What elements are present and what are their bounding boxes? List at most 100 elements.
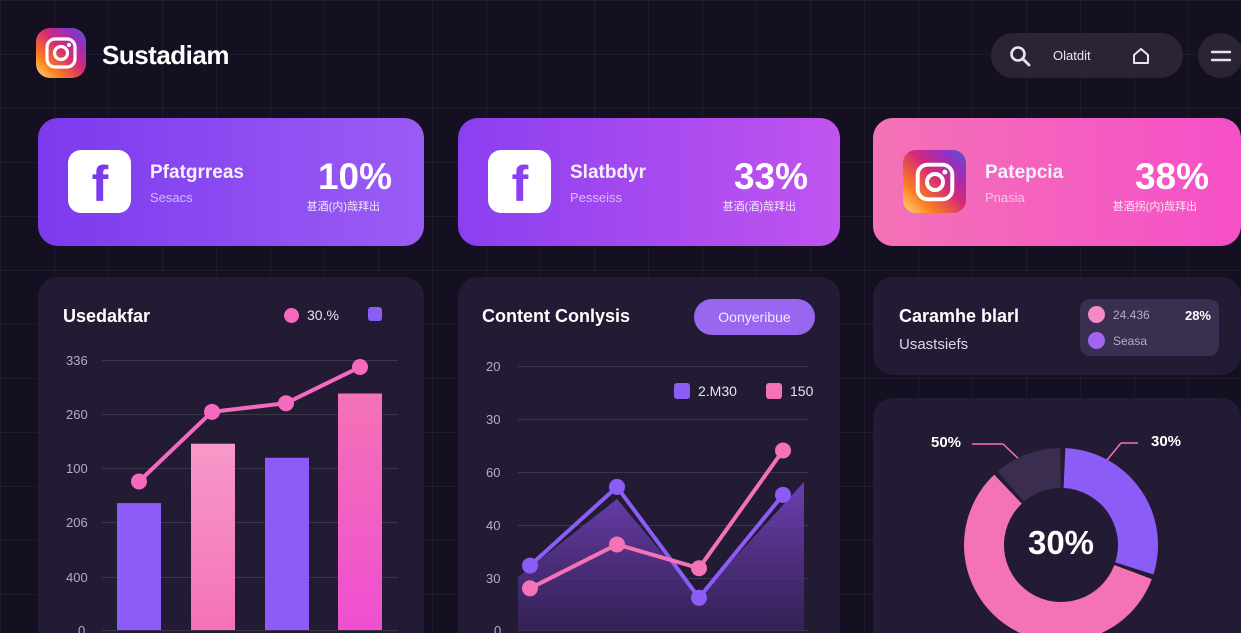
stat-label: Patepcia	[985, 162, 1064, 183]
y-tick-label: 206	[66, 515, 88, 530]
chart-point	[278, 395, 294, 412]
search-icon[interactable]	[1009, 45, 1031, 67]
stat-caption: 甚酒(内)哉拜出	[306, 201, 380, 213]
callout-line	[1106, 442, 1122, 461]
legend-swatch	[368, 307, 382, 321]
stat-sublabel: Pnasia	[985, 190, 1025, 205]
donut-chart-panel: 50% 30% 30%	[873, 398, 1241, 633]
chart-point	[775, 442, 791, 459]
legend-box: 24.436 28% Seasa	[1080, 299, 1219, 356]
svg-text:f: f	[511, 159, 528, 205]
gridline	[518, 419, 808, 420]
chart-point	[609, 478, 625, 495]
chart-point	[522, 557, 538, 574]
y-tick-label: 30	[486, 571, 501, 586]
legend-swatch	[766, 383, 782, 399]
chart-bar	[117, 503, 161, 630]
donut-slice	[997, 448, 1061, 502]
panel-title: Content Conlysis	[482, 306, 631, 326]
y-tick-label: 336	[66, 353, 88, 368]
y-tick-label: 0	[494, 623, 502, 633]
compare-button[interactable]: Oonyeribue	[694, 299, 815, 335]
line-chart	[518, 442, 804, 630]
stat-sublabel: Sesacs	[150, 190, 193, 205]
instagram-icon	[903, 150, 966, 213]
y-tick-label: 40	[486, 518, 501, 533]
usage-chart-panel: Usedakfar 30.% 336 260 100 206 400 0	[38, 277, 424, 633]
chart-line	[528, 484, 785, 600]
stat-caption: 甚酒(酒)哉拜出	[722, 201, 796, 213]
legend-label: 30.%	[307, 307, 339, 323]
chart-point	[775, 486, 791, 503]
gridline	[518, 472, 808, 473]
facebook-icon: f	[488, 150, 551, 213]
stat-card-1[interactable]: f Pfatgrreas Sesacs 10% 甚酒(内)哉拜出	[38, 118, 424, 246]
legend-label: 2.M30	[698, 383, 737, 399]
chart-point	[522, 580, 538, 597]
panel-title: Caramhe blarl	[899, 306, 1020, 326]
gridline	[518, 525, 808, 526]
donut-slice	[964, 474, 1152, 633]
donut-chart	[964, 442, 1158, 633]
stat-value: 10%	[317, 156, 392, 197]
y-tick-label: 0	[78, 623, 86, 633]
gridline	[102, 522, 398, 523]
legend-item: 150	[766, 383, 813, 399]
legend-item: Seasa	[1088, 332, 1147, 349]
legend-swatch	[1088, 332, 1105, 349]
stat-value: 33%	[733, 156, 808, 197]
gridline	[102, 360, 398, 361]
stat-caption: 甚酒拐(内)哉拜出	[1112, 201, 1197, 213]
stat-value: 38%	[1134, 156, 1209, 197]
facebook-icon: f	[68, 150, 131, 213]
chart-point	[204, 403, 220, 420]
home-icon[interactable]	[1131, 46, 1151, 66]
stat-card-3[interactable]: Patepcia Pnasia 38% 甚酒拐(内)哉拜出	[873, 118, 1241, 246]
instagram-icon	[45, 37, 77, 69]
panel-subtitle: Usastsiefs	[899, 336, 969, 353]
chart-line	[137, 365, 361, 483]
app-logo-instagram-icon[interactable]	[36, 28, 86, 78]
legend-value: 28%	[1184, 308, 1211, 323]
gridline	[102, 468, 398, 469]
y-tick-label: 100	[66, 461, 88, 476]
gridline	[518, 630, 808, 631]
menu-button[interactable]	[1198, 33, 1241, 78]
svg-text:f: f	[91, 159, 108, 205]
chart-point	[131, 473, 147, 490]
gridline	[102, 577, 398, 578]
gridline	[518, 366, 808, 367]
legend-label: 150	[790, 383, 814, 399]
callout-label: 50%	[931, 434, 962, 451]
stat-sublabel: Pesseiss	[570, 190, 623, 205]
chart-bar	[338, 393, 382, 630]
chart-point	[352, 359, 368, 376]
y-tick-label: 260	[66, 407, 88, 422]
stat-label: Slatbdyr	[570, 162, 647, 183]
panel-title: Usedakfar	[63, 306, 151, 326]
legend-swatch	[1088, 306, 1105, 323]
donut-center-label: 30%	[1027, 524, 1095, 561]
bar-line-chart	[117, 359, 382, 630]
legend-swatch	[284, 307, 299, 323]
chart-bar	[191, 443, 235, 630]
stat-card-2[interactable]: f Slatbdyr Pesseiss 33% 甚酒(酒)哉拜出	[458, 118, 840, 246]
top-toolbar-pill: Olatdit	[991, 33, 1183, 78]
legend-item: 30.%	[284, 307, 339, 323]
callout-label: 30%	[1151, 433, 1182, 450]
y-tick-label: 20	[486, 359, 501, 374]
legend-item	[368, 307, 390, 321]
donut-slice	[1063, 448, 1158, 575]
y-tick-label: 30	[486, 412, 501, 427]
content-analysis-panel: Content Conlysis Oonyeribue 2.M30 150 20…	[458, 277, 840, 633]
legend-item: 24.436	[1088, 306, 1150, 323]
chart-bar	[265, 457, 309, 630]
chart-point	[609, 536, 625, 553]
gridline	[102, 630, 398, 631]
y-tick-label: 400	[66, 570, 88, 585]
toolbar-label[interactable]: Olatdit	[1053, 48, 1091, 63]
app-title: Sustadiam	[102, 40, 230, 70]
chart-line	[529, 449, 785, 591]
menu-icon	[1210, 50, 1231, 61]
gridline	[102, 414, 398, 415]
